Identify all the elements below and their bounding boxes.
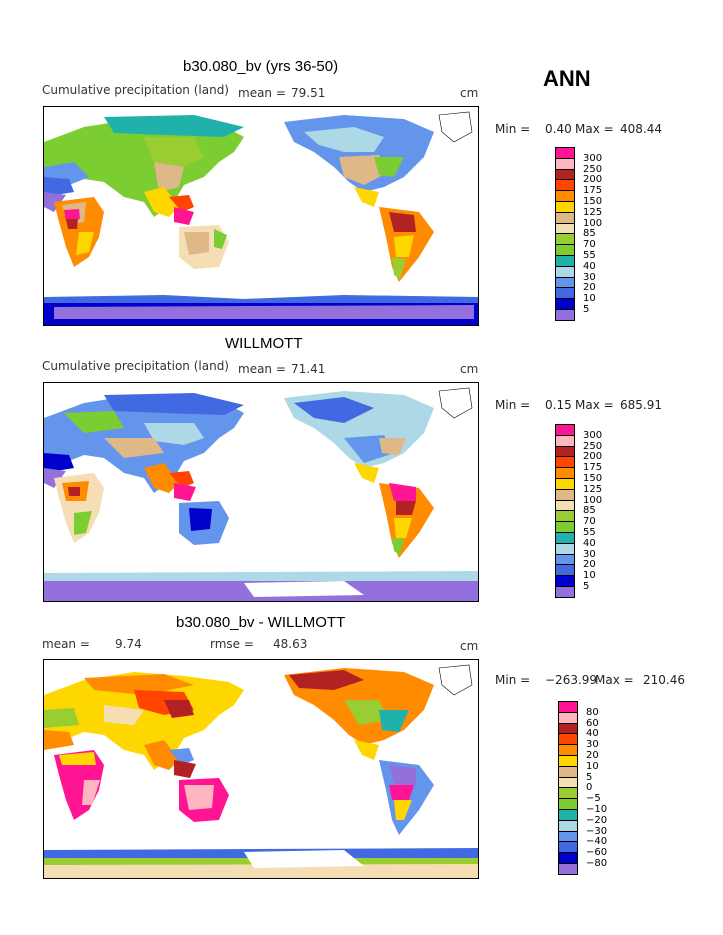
colorbar-swatch	[558, 863, 578, 875]
panel3-min-value: −263.99	[545, 673, 598, 687]
colorbar-label: −20	[586, 814, 608, 826]
colorbar-label: 10	[586, 760, 599, 772]
colorbar-label: 20	[583, 559, 596, 571]
colorbar-label: 250	[583, 440, 603, 452]
colorbar-label: 40	[583, 260, 596, 272]
colorbar-label: −40	[586, 836, 608, 848]
panel1-left-label: Cumulative precipitation (land)	[42, 83, 229, 97]
panel1-min-value: 0.40	[545, 122, 572, 136]
panel3-max-value: 210.46	[643, 673, 685, 687]
colorbar-label: 100	[583, 217, 603, 229]
colorbar-label: 5	[586, 771, 593, 783]
colorbar-label: 125	[583, 206, 603, 218]
panel1-mean-value: 79.51	[291, 86, 326, 100]
colorbar-label: 5	[583, 581, 590, 592]
colorbar-label: 10	[583, 570, 596, 582]
panel3-units: cm	[460, 639, 479, 653]
colorbar-label: 250	[583, 163, 603, 175]
panel2-max-value: 685.91	[620, 398, 662, 412]
panel2-min-value: 0.15	[545, 398, 572, 412]
colorbar-label: 20	[583, 282, 596, 294]
panel3-min-label: Min =	[495, 673, 531, 687]
panel3-colorbar: 80 60 40 30 20 10 5 0 −5 −10 −20 −30 −40 −60 −80	[558, 701, 618, 876]
panel3-map	[43, 659, 479, 879]
colorbar-label: 40	[586, 728, 599, 740]
colorbar-label: 40	[583, 537, 596, 549]
panel3-mean-label: mean =	[42, 637, 90, 651]
panel1-map-drawing	[44, 111, 478, 325]
colorbar-label: 85	[583, 228, 596, 240]
colorbar-label: 300	[583, 429, 603, 441]
colorbar-label: 175	[583, 462, 603, 474]
colorbar-label: 85	[583, 505, 596, 517]
colorbar-label: 10	[583, 293, 596, 305]
panel2-units: cm	[460, 362, 479, 376]
colorbar-label: 70	[583, 516, 596, 528]
colorbar-label: 0	[586, 782, 593, 794]
panel2-map-drawing	[44, 387, 478, 601]
panel2-mean-label: mean =	[238, 362, 286, 376]
colorbar-label: 30	[586, 739, 599, 751]
colorbar-label: 100	[583, 494, 603, 506]
colorbar-label: 55	[583, 250, 596, 261]
panel2-mean-value: 71.41	[291, 362, 326, 376]
panel3-title: b30.080_bv - WILLMOTT	[176, 614, 346, 631]
panel3-max-label: Max =	[595, 673, 634, 687]
colorbar-label: 125	[583, 483, 603, 495]
colorbar-label: 30	[583, 271, 596, 283]
colorbar-label: −60	[586, 847, 608, 859]
colorbar-label: −80	[586, 858, 608, 869]
panel3-rmse-value: 48.63	[273, 637, 308, 651]
colorbar-label: 200	[583, 174, 603, 186]
panel2-left-label: Cumulative precipitation (land)	[42, 359, 229, 373]
panel2-title: WILLMOTT	[225, 335, 303, 352]
panel1-map	[43, 106, 479, 326]
colorbar-label: −10	[586, 804, 608, 815]
panel1-max-label: Max =	[575, 122, 614, 136]
colorbar-label: 70	[583, 239, 596, 251]
panel2-max-label: Max =	[575, 398, 614, 412]
panel1-min-label: Min =	[495, 122, 531, 136]
colorbar-label: 150	[583, 196, 603, 207]
colorbar-label: 80	[586, 706, 599, 718]
colorbar-label: 150	[583, 473, 603, 484]
panel2-colorbar: 300 250 200 175 150 125 100 85 70 55 40 30 20 10 5	[555, 424, 615, 599]
colorbar-label: 30	[583, 548, 596, 560]
panel1-colorbar: 300 250 200 175 150 125 100 85 70 55 40 30 20 10 5	[555, 147, 615, 322]
panel2-min-label: Min =	[495, 398, 531, 412]
colorbar-swatch	[555, 309, 575, 321]
panel2-map	[43, 382, 479, 602]
colorbar-label: 200	[583, 451, 603, 463]
panel1-title: b30.080_bv (yrs 36-50)	[183, 58, 339, 75]
panel1-mean-label: mean =	[238, 86, 286, 100]
colorbar-label: 20	[586, 750, 599, 761]
colorbar-swatch	[555, 586, 575, 598]
colorbar-label: −5	[586, 793, 601, 805]
colorbar-label: 5	[583, 304, 590, 315]
panel3-map-drawing	[44, 664, 478, 878]
colorbar-label: −30	[586, 825, 608, 837]
panel3-mean-value: 9.74	[115, 637, 142, 651]
colorbar-label: 60	[586, 717, 599, 729]
colorbar-label: 175	[583, 185, 603, 197]
season-label: ANN	[543, 66, 591, 91]
colorbar-label: 55	[583, 527, 596, 538]
panel1-max-value: 408.44	[620, 122, 662, 136]
panel3-rmse-label: rmse =	[210, 637, 254, 651]
panel1-units: cm	[460, 86, 479, 100]
colorbar-label: 300	[583, 152, 603, 164]
